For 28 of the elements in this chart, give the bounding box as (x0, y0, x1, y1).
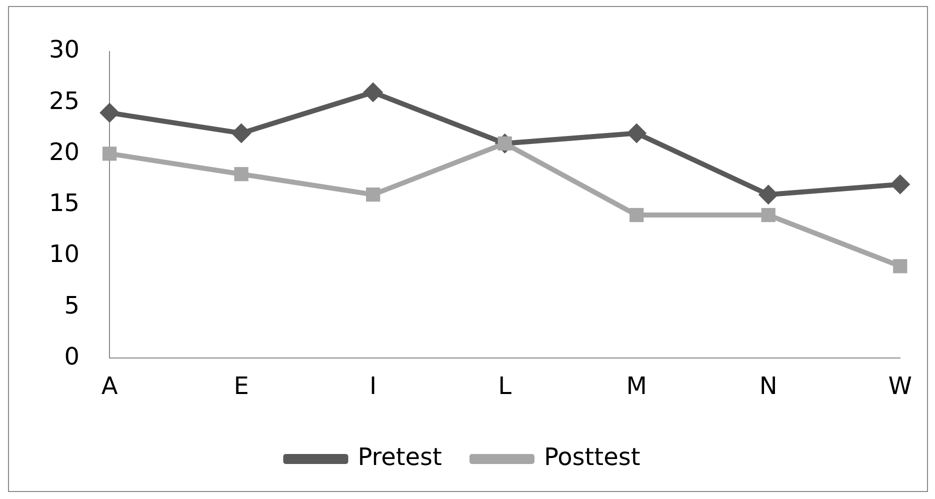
y-tick-label: 15 (48, 189, 80, 218)
point (630, 208, 644, 222)
x-tick-label: A (101, 372, 118, 400)
x-tick-label: M (626, 372, 647, 400)
y-tick-label: 30 (48, 36, 80, 64)
point (758, 184, 778, 205)
point (363, 82, 384, 102)
point (100, 102, 120, 123)
y-tick-label: 0 (64, 342, 80, 370)
point (626, 123, 647, 144)
point (890, 174, 910, 194)
x-tick-label: I (370, 372, 377, 400)
x-tick-label: L (498, 372, 512, 400)
x-tick-label: E (234, 372, 249, 400)
y-tick-label: 20 (48, 138, 80, 166)
point (231, 123, 252, 144)
y-tick-label: 10 (48, 240, 80, 268)
point (761, 208, 776, 222)
point (366, 188, 380, 202)
legend-label: Posttest (544, 443, 640, 472)
x-tick-label: W (888, 372, 912, 400)
point (893, 259, 908, 274)
point (102, 146, 117, 161)
point (234, 167, 248, 182)
y-tick-label: 5 (64, 291, 80, 320)
x-tick-label: N (759, 372, 778, 400)
legend-label: Pretest (358, 443, 442, 472)
y-tick-label: 25 (48, 86, 80, 115)
